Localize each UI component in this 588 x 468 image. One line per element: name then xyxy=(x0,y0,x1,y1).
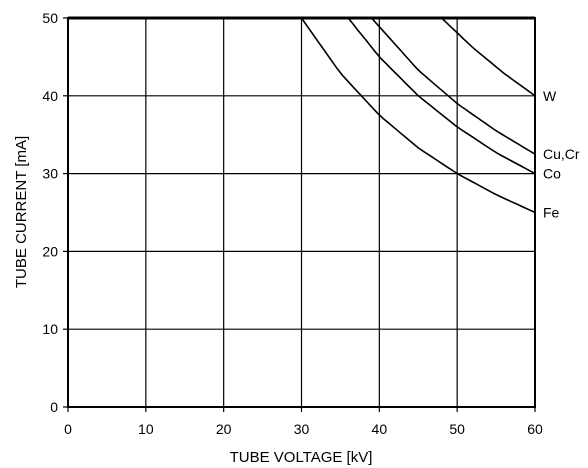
series-label-cu-cr: Cu,Cr xyxy=(543,146,580,162)
x-tick-label-20: 20 xyxy=(216,421,232,437)
curves xyxy=(68,16,536,214)
y-tick-label-50: 50 xyxy=(42,10,58,26)
series-curve-cu-cr xyxy=(370,17,536,155)
x-axis-title: TUBE VOLTAGE [kV] xyxy=(230,449,373,466)
y-tick-label-0: 0 xyxy=(50,399,58,415)
series-label-fe: Fe xyxy=(543,205,560,221)
y-tick-label-40: 40 xyxy=(42,88,58,104)
series-labels: Fe Co Cu,Cr W xyxy=(543,88,580,221)
series-label-w: W xyxy=(543,88,557,104)
y-tick-label-10: 10 xyxy=(42,321,58,337)
series-label-co: Co xyxy=(543,166,561,182)
series-curve-co xyxy=(347,17,536,175)
series-curve-w xyxy=(441,17,536,97)
x-tick-label-50: 50 xyxy=(449,421,465,437)
y-axis-title: TUBE CURRENT [mA] xyxy=(13,136,30,288)
grid xyxy=(68,18,535,407)
y-tick-label-30: 30 xyxy=(42,166,58,182)
y-tick-labels: 0 10 20 30 40 50 xyxy=(42,10,68,415)
y-tick-label-20: 20 xyxy=(42,243,58,259)
x-tick-label-60: 60 xyxy=(527,421,543,437)
x-tick-label-30: 30 xyxy=(294,421,310,437)
x-tick-label-0: 0 xyxy=(64,421,72,437)
x-tick-label-10: 10 xyxy=(138,421,154,437)
series-curve-fe xyxy=(300,17,536,214)
x-tick-label-40: 40 xyxy=(372,421,388,437)
x-tick-labels: 0 10 20 30 40 50 60 xyxy=(64,407,543,437)
